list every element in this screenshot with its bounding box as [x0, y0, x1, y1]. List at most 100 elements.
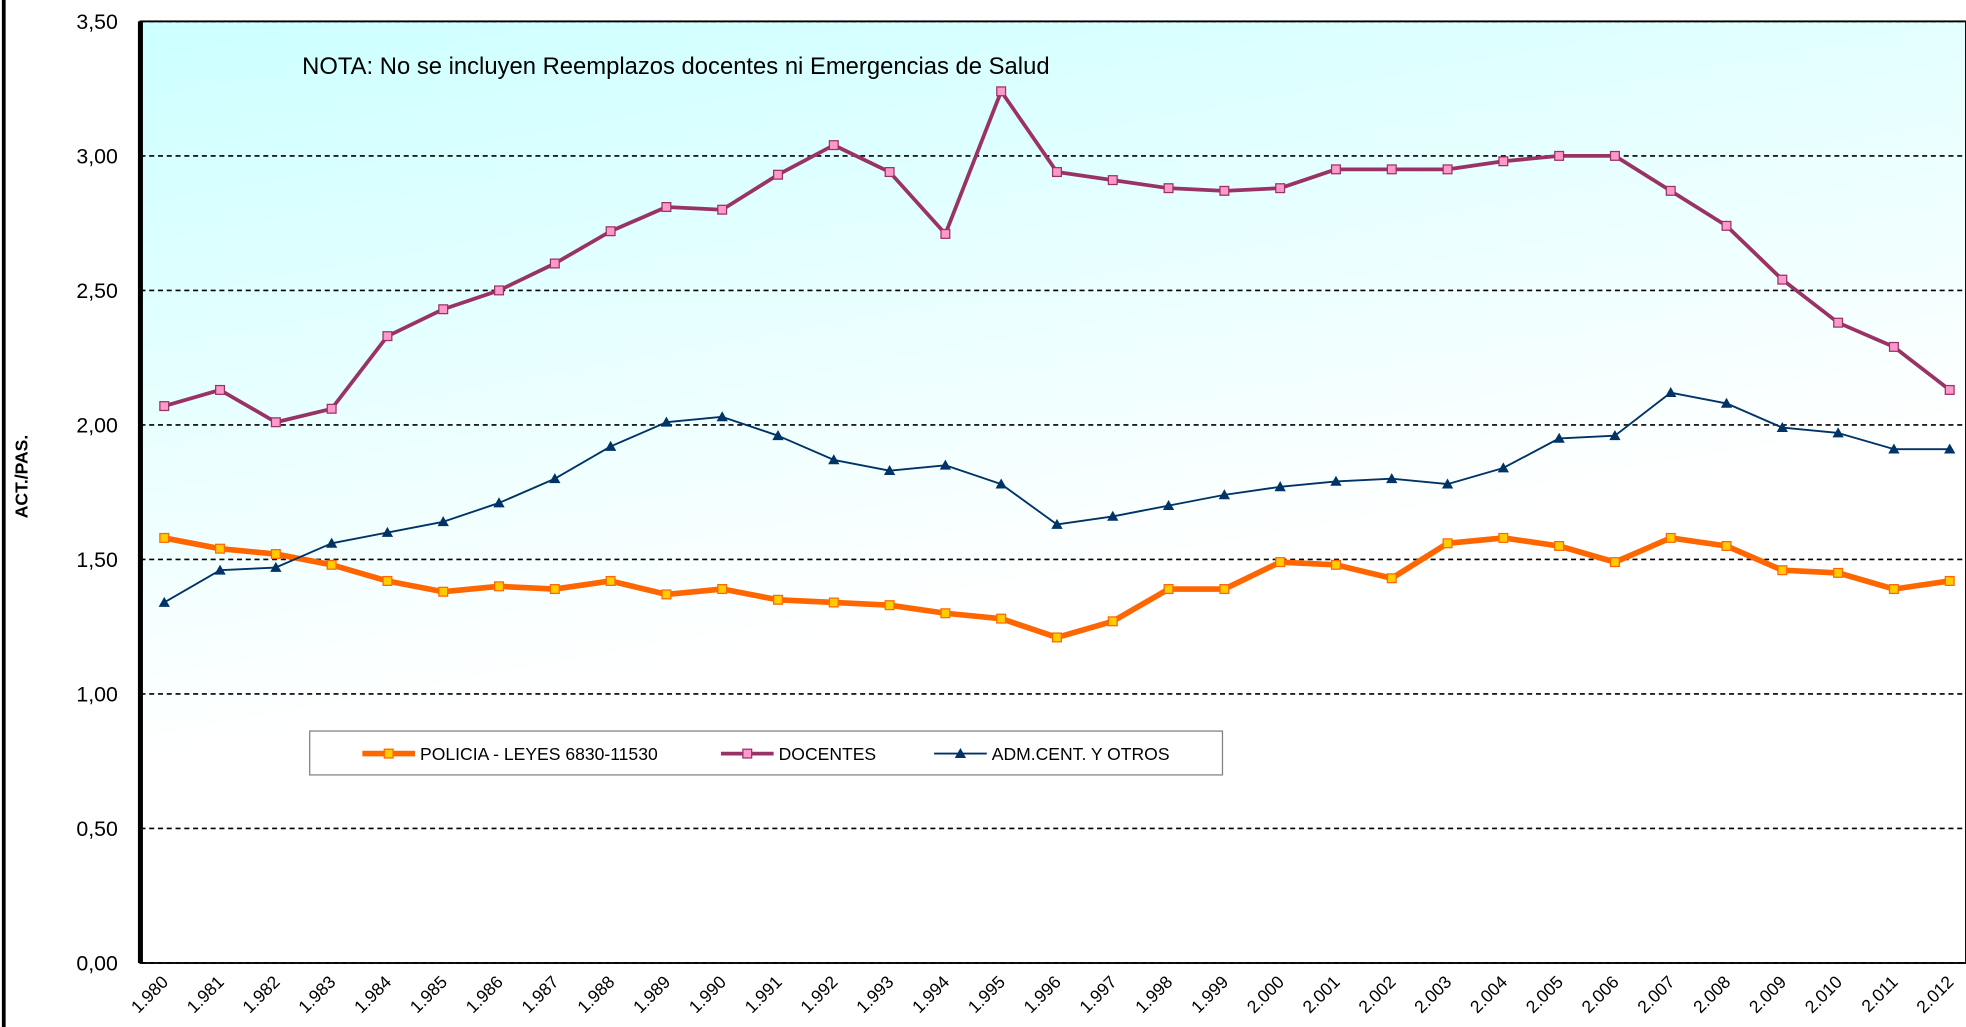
marker [1833, 317, 1844, 328]
marker [884, 167, 895, 178]
marker [1386, 473, 1398, 484]
x-tick-label: 2.004 [1466, 972, 1511, 1017]
x-tick-label: 1.997 [1075, 972, 1120, 1017]
x-tick-label: 1.998 [1131, 972, 1176, 1017]
marker [1721, 540, 1732, 552]
marker [1330, 475, 1342, 486]
x-tick-label: 2.001 [1299, 972, 1344, 1017]
marker [1386, 164, 1397, 175]
marker [1162, 499, 1175, 511]
marker [1554, 540, 1565, 552]
marker [605, 575, 616, 586]
marker [717, 204, 728, 215]
marker [549, 258, 560, 269]
marker [159, 401, 170, 412]
marker [215, 384, 226, 395]
y-axis-label: ACT./PAS. [12, 435, 32, 519]
legend-label: POLICIA - LEYES 6830-11530 [420, 744, 658, 764]
marker [883, 465, 896, 476]
marker [382, 331, 393, 342]
series [159, 532, 1955, 643]
marker [382, 575, 393, 586]
marker [660, 416, 673, 427]
annotation: NOTA: No se incluyen Reemplazos docentes… [302, 53, 1049, 80]
x-tick-label: 1.992 [796, 972, 841, 1017]
marker [1386, 573, 1397, 584]
marker [1497, 462, 1509, 473]
marker [1888, 443, 1900, 454]
x-tick-label: 2.009 [1745, 972, 1790, 1017]
x-tick-label: 2.010 [1801, 972, 1846, 1017]
marker [1275, 557, 1286, 568]
x-tick-label: 1.984 [350, 972, 395, 1017]
y-tick-label: 1,50 [76, 548, 118, 572]
marker [326, 403, 337, 414]
x-tick-label: 2.002 [1354, 972, 1399, 1017]
y-tick-label: 3,50 [76, 10, 118, 34]
x-tick-label: 1.989 [629, 972, 674, 1017]
marker [1720, 397, 1733, 408]
marker [1107, 175, 1118, 186]
marker [1051, 632, 1062, 643]
legend-label: ADM.CENT. Y OTROS [992, 744, 1170, 764]
marker [215, 543, 226, 554]
marker [661, 201, 672, 213]
x-tick-label: 2.005 [1522, 972, 1567, 1017]
marker [1274, 481, 1286, 492]
marker [772, 169, 784, 180]
series [158, 386, 1956, 607]
marker [493, 497, 505, 508]
series [159, 86, 1955, 428]
marker [772, 594, 784, 605]
marker [1441, 478, 1454, 489]
marker [995, 478, 1007, 489]
x-tick-label: 2.007 [1633, 972, 1678, 1017]
marker [1051, 167, 1062, 178]
marker [270, 549, 281, 560]
marker [1219, 584, 1230, 595]
legend-marker [383, 748, 394, 759]
y-tick-label: 2,50 [76, 279, 118, 303]
marker [438, 586, 449, 597]
marker [1944, 384, 1955, 395]
marker [1888, 341, 1899, 352]
marker [604, 440, 617, 451]
marker [828, 140, 839, 151]
y-tick-label: 2,00 [76, 413, 118, 437]
x-tick-label: 1.987 [517, 972, 562, 1017]
x-tick-label: 1.999 [1187, 972, 1232, 1017]
x-tick-label: 1.988 [573, 972, 618, 1017]
marker [549, 584, 560, 595]
marker [716, 411, 728, 422]
marker [438, 304, 449, 315]
marker [325, 537, 338, 548]
marker [437, 516, 449, 527]
marker [1330, 559, 1341, 570]
x-tick-label: 1.983 [294, 972, 339, 1017]
marker [996, 86, 1007, 97]
x-tick-label: 1.985 [406, 972, 451, 1017]
marker [381, 526, 394, 537]
y-tick-label: 0,00 [76, 952, 118, 976]
legend-marker [954, 747, 967, 758]
marker [1554, 150, 1565, 161]
marker [1944, 575, 1955, 586]
marker [884, 600, 895, 611]
x-tick-label: 1.991 [741, 972, 786, 1017]
marker [1163, 584, 1174, 595]
marker [1498, 532, 1509, 543]
marker [1330, 164, 1341, 175]
marker [661, 589, 672, 600]
marker [1888, 584, 1899, 595]
marker [1776, 421, 1788, 433]
y-tick-label: 1,00 [76, 682, 118, 706]
marker [605, 226, 616, 237]
marker [828, 597, 839, 608]
marker [939, 459, 952, 470]
marker [1218, 489, 1231, 500]
x-tick-label: 2.000 [1243, 972, 1288, 1017]
legend-marker [742, 748, 753, 759]
marker [1665, 532, 1676, 543]
marker [494, 581, 505, 592]
